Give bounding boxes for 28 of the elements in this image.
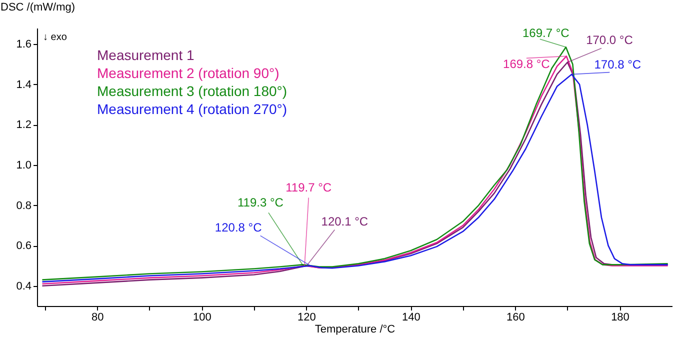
- annotation: 119.7 °C: [286, 180, 332, 195]
- y-tick-label: 1.4: [16, 78, 32, 91]
- x-tick-label: 80: [91, 312, 104, 324]
- x-tick-label: 100: [192, 312, 212, 324]
- y-tick-label: 1.6: [16, 38, 32, 51]
- annotation: 169.8 °C: [503, 57, 550, 72]
- x-tick-label: 120: [297, 312, 316, 324]
- text: Measurement 1: [97, 47, 194, 63]
- y-tick-label: 0.6: [16, 240, 32, 252]
- y-tick-label: 1.0: [16, 159, 32, 172]
- x-tick-label: 160: [506, 312, 525, 324]
- annotation: 120.1 °C: [321, 214, 368, 229]
- annotation: 119.3 °C: [238, 196, 284, 210]
- y-tick-label: 0.8: [16, 200, 32, 212]
- annotation: 170.8 °C: [594, 57, 642, 72]
- annotation: ↓ exo: [43, 32, 68, 43]
- text: Measurement 2 (rotation 90°): [97, 65, 280, 81]
- x-tick-label: 140: [402, 312, 420, 324]
- annotation: 170.0 °C: [586, 33, 634, 48]
- text: Measurement 3 (rotation 180°): [97, 83, 288, 99]
- x-axis-title: Temperature /°C: [314, 324, 396, 336]
- y-tick-label: 1.2: [16, 119, 32, 132]
- text: Measurement 4 (rotation 270°): [97, 101, 288, 117]
- annotation: 120.8 °C: [214, 220, 262, 235]
- annotation: 169.7 °C: [522, 26, 570, 40]
- x-tick-label: 180: [611, 312, 630, 324]
- y-axis-title: DSC /(mW/mg): [0, 2, 76, 14]
- y-tick-label: 0.4: [16, 280, 32, 292]
